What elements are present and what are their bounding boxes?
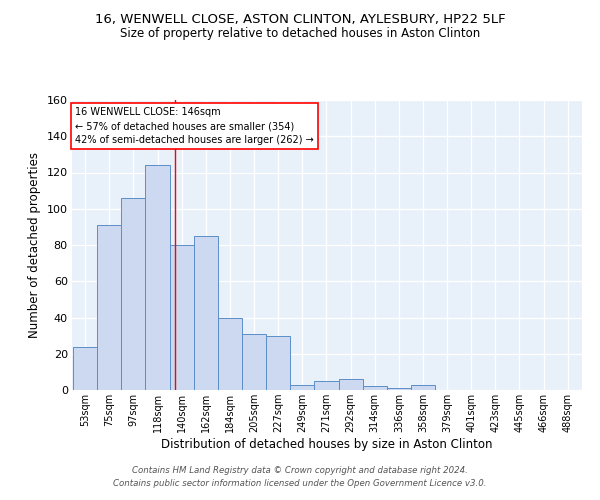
Bar — [411, 384, 435, 390]
Text: 16 WENWELL CLOSE: 146sqm
← 57% of detached houses are smaller (354)
42% of semi-: 16 WENWELL CLOSE: 146sqm ← 57% of detach… — [75, 108, 314, 146]
Bar — [314, 381, 338, 390]
Bar — [97, 225, 121, 390]
Y-axis label: Number of detached properties: Number of detached properties — [28, 152, 41, 338]
Bar — [194, 236, 218, 390]
Bar — [170, 245, 194, 390]
Bar — [121, 198, 145, 390]
Bar — [242, 334, 266, 390]
Text: Contains HM Land Registry data © Crown copyright and database right 2024.
Contai: Contains HM Land Registry data © Crown c… — [113, 466, 487, 487]
Bar — [290, 384, 314, 390]
X-axis label: Distribution of detached houses by size in Aston Clinton: Distribution of detached houses by size … — [161, 438, 493, 451]
Bar — [362, 386, 387, 390]
Text: 16, WENWELL CLOSE, ASTON CLINTON, AYLESBURY, HP22 5LF: 16, WENWELL CLOSE, ASTON CLINTON, AYLESB… — [95, 12, 505, 26]
Bar — [218, 318, 242, 390]
Bar — [338, 379, 362, 390]
Bar — [145, 165, 170, 390]
Bar — [73, 346, 97, 390]
Bar — [387, 388, 411, 390]
Text: Size of property relative to detached houses in Aston Clinton: Size of property relative to detached ho… — [120, 28, 480, 40]
Bar — [266, 336, 290, 390]
